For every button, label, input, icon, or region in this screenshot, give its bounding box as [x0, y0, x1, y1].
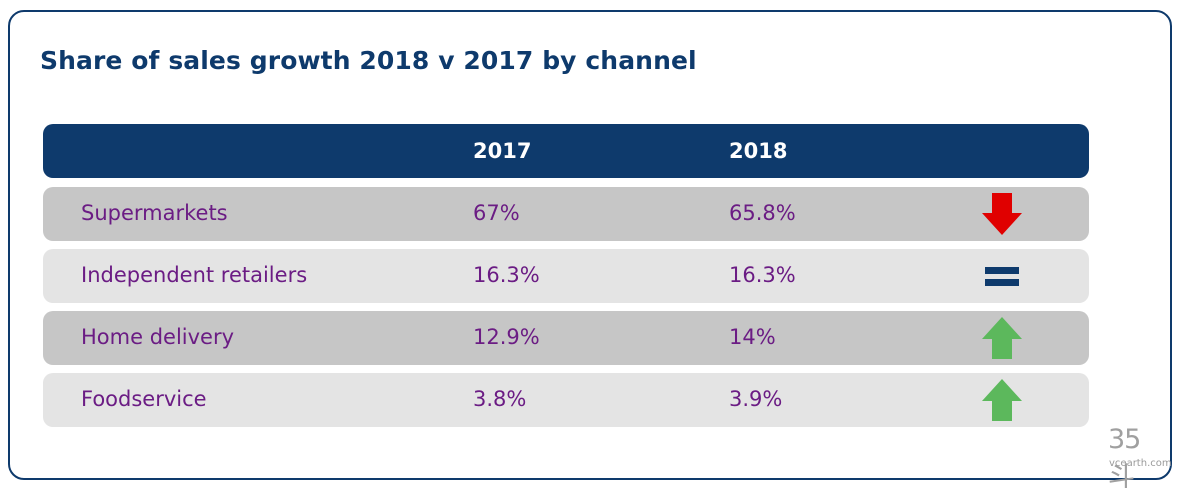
table-row: Independent retailers 16.3% 16.3% [43, 249, 1089, 303]
table-row: Home delivery 12.9% 14% [43, 311, 1089, 365]
value-2018: 3.9% [729, 387, 783, 411]
equals-icon [985, 267, 1019, 286]
value-2018: 14% [729, 325, 776, 349]
watermark-text: 35斗 [1108, 424, 1141, 488]
channel-name: Independent retailers [81, 263, 308, 287]
page-title: Share of sales growth 2018 v 2017 by cha… [40, 46, 697, 75]
value-2018: 16.3% [729, 263, 796, 287]
up-arrow-icon [982, 379, 1022, 421]
value-2017: 67% [473, 201, 520, 225]
channel-name: Foodservice [81, 387, 207, 411]
down-arrow-icon [982, 193, 1022, 235]
watermark-logo: 35斗 vcearth.com [1108, 424, 1172, 488]
channel-name: Supermarkets [81, 201, 228, 225]
column-header-2017: 2017 [473, 139, 532, 163]
value-2017: 16.3% [473, 263, 540, 287]
table-header: 2017 2018 [43, 124, 1089, 178]
channel-name: Home delivery [81, 325, 235, 349]
watermark-url: vcearth.com [1109, 458, 1172, 469]
table-row: Foodservice 3.8% 3.9% [43, 373, 1089, 427]
table-row: Supermarkets 67% 65.8% [43, 187, 1089, 241]
column-header-2018: 2018 [729, 139, 788, 163]
up-arrow-icon [982, 317, 1022, 359]
value-2018: 65.8% [729, 201, 796, 225]
value-2017: 3.8% [473, 387, 527, 411]
value-2017: 12.9% [473, 325, 540, 349]
